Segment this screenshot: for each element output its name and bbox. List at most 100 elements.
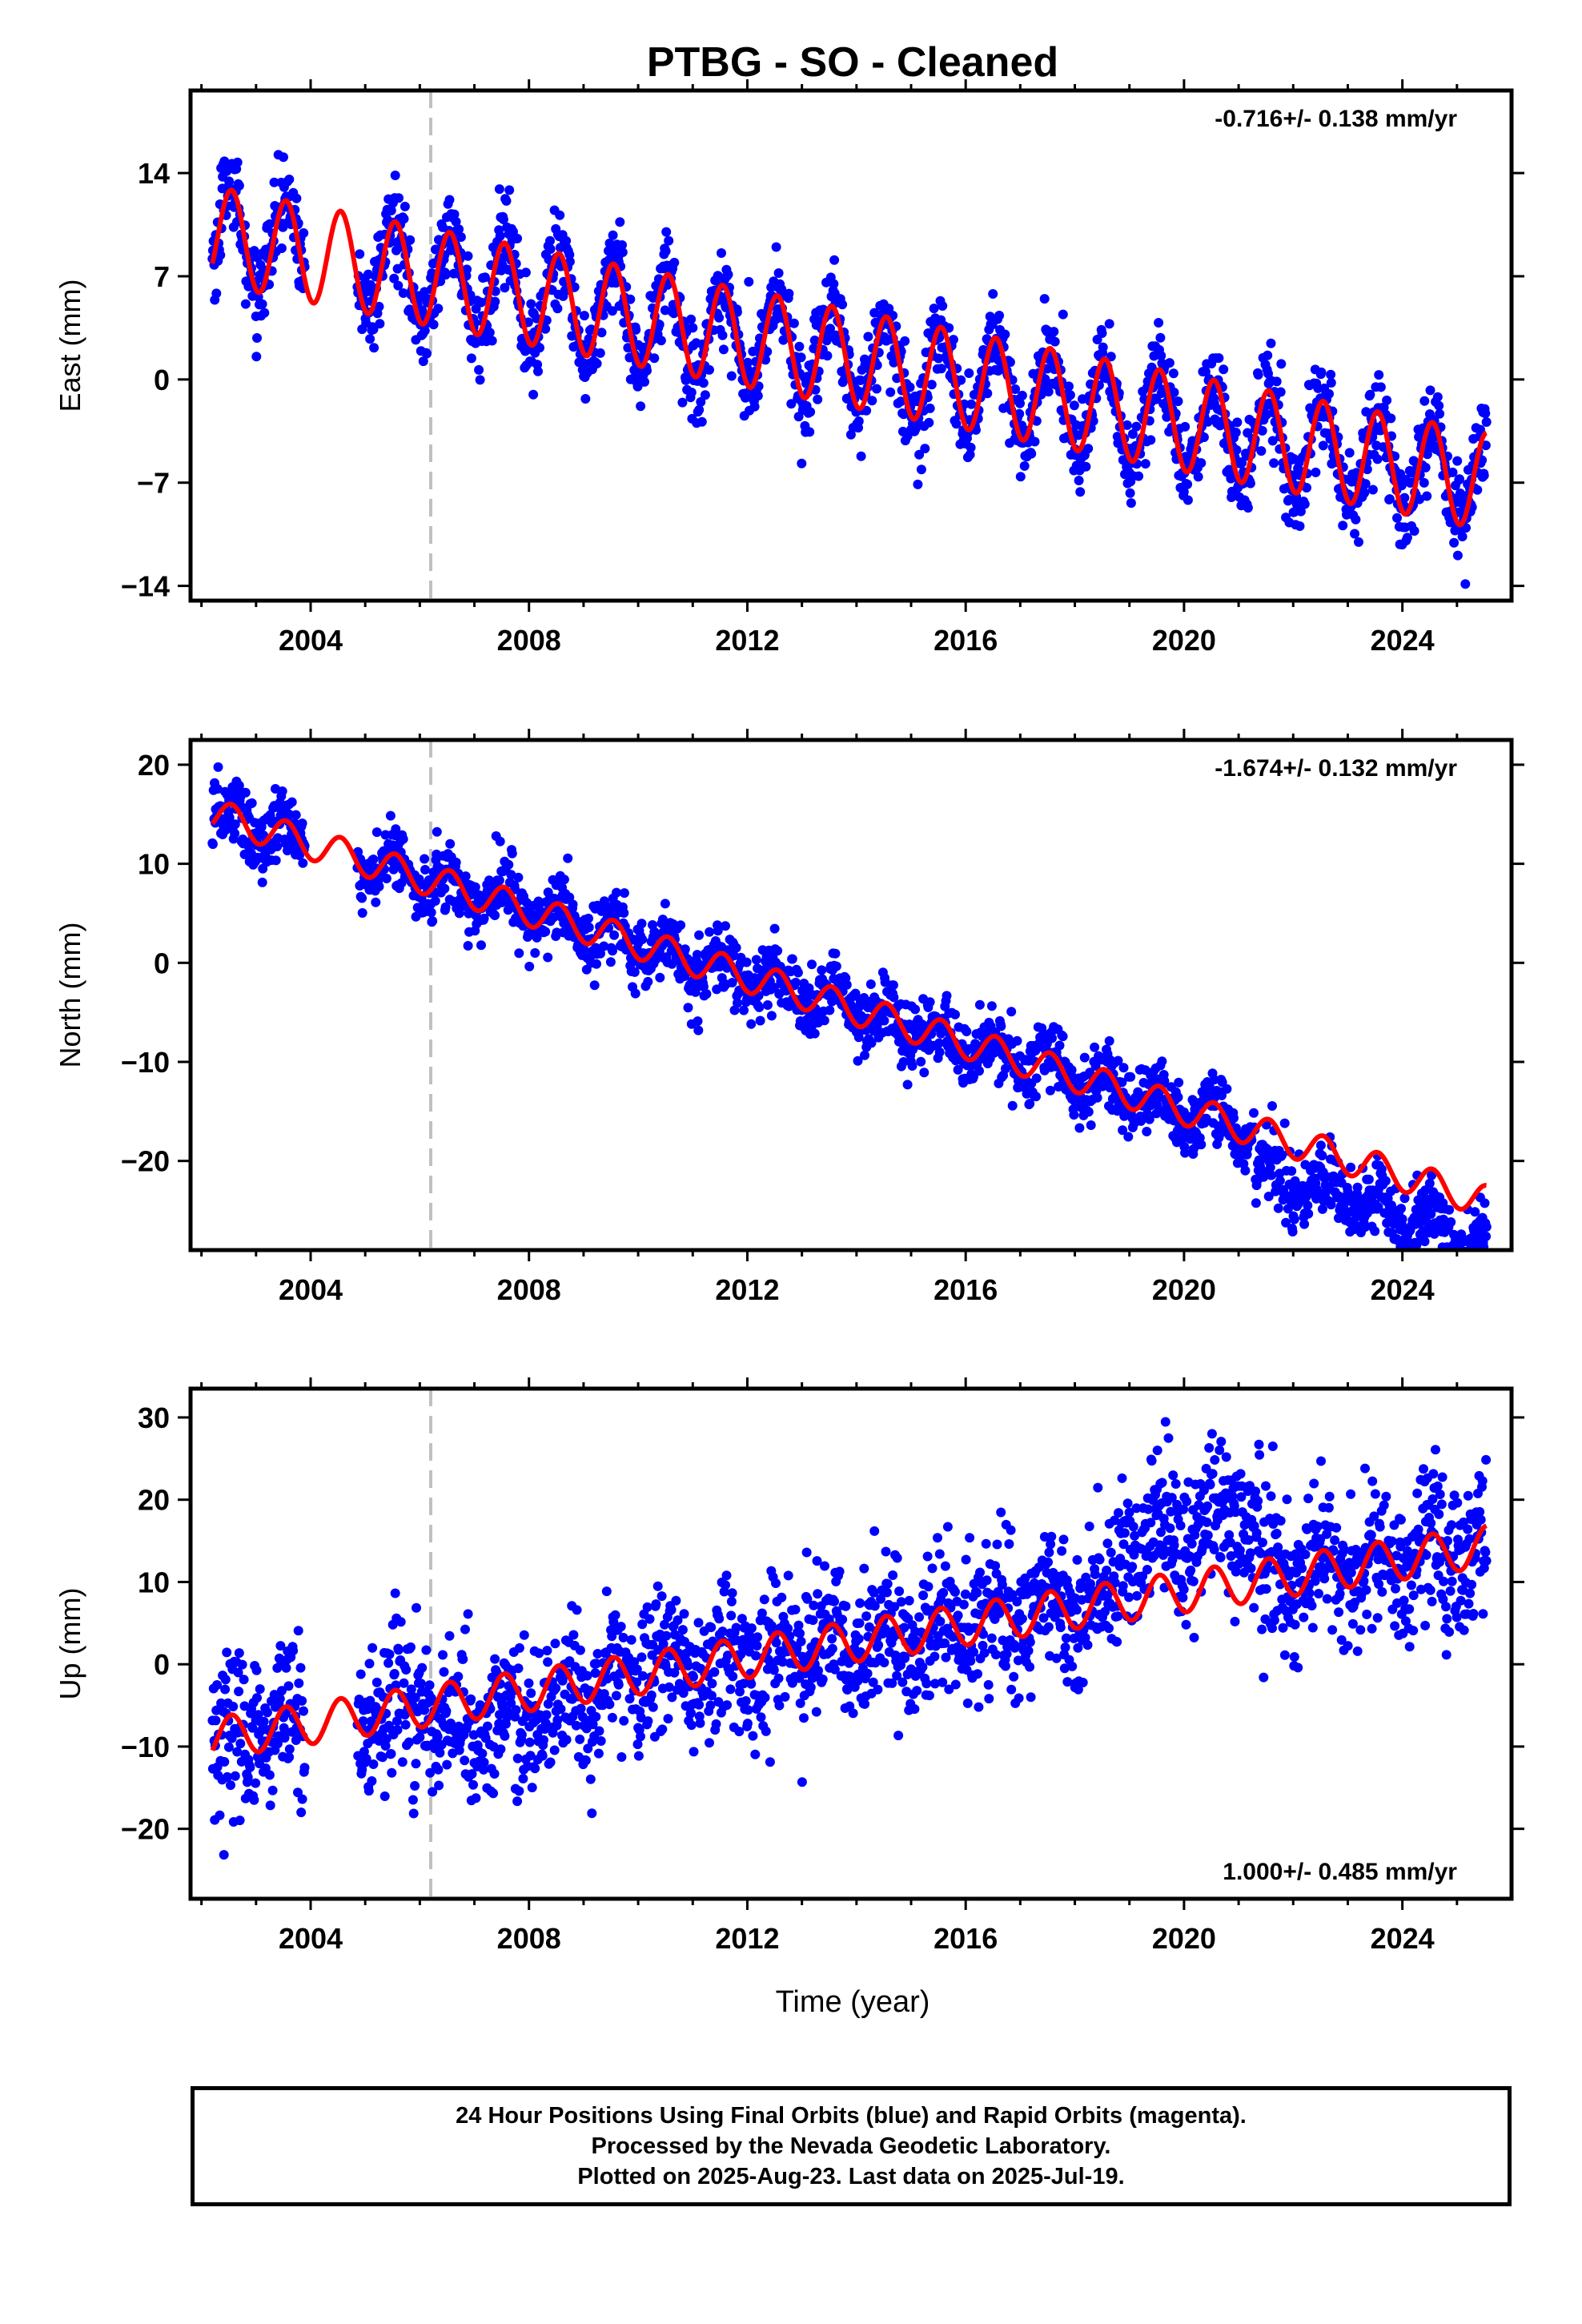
data-point <box>1169 388 1179 397</box>
data-point <box>1267 436 1278 446</box>
data-point <box>571 1720 581 1731</box>
data-point <box>494 184 504 195</box>
data-point <box>294 1678 304 1688</box>
data-point <box>1281 1217 1291 1228</box>
data-point <box>1074 476 1084 485</box>
data-point <box>1045 1085 1055 1096</box>
data-point <box>753 391 763 401</box>
data-point <box>1481 1231 1492 1241</box>
data-point <box>642 365 652 376</box>
data-point <box>454 908 464 919</box>
data-point <box>420 854 430 864</box>
data-point <box>1265 1162 1275 1172</box>
data-point <box>1302 483 1311 493</box>
data-point <box>467 1769 477 1779</box>
data-point <box>994 311 1005 320</box>
data-point <box>440 883 450 894</box>
data-point <box>982 388 993 399</box>
data-point <box>717 248 726 258</box>
data-point <box>296 1807 307 1818</box>
data-point <box>1098 342 1108 352</box>
data-point <box>1444 1204 1455 1215</box>
data-point <box>898 1057 909 1067</box>
data-point <box>701 989 712 999</box>
data-point <box>439 1667 449 1677</box>
data-point <box>297 818 307 829</box>
data-point <box>545 235 555 246</box>
data-point <box>428 1787 438 1797</box>
data-point <box>825 324 835 334</box>
data-point <box>267 1785 278 1795</box>
data-point <box>1042 364 1053 374</box>
data-point <box>519 1630 529 1640</box>
data-point <box>463 941 473 951</box>
data-point <box>516 1730 527 1740</box>
data-point <box>385 810 396 821</box>
x-tick-label: 2016 <box>934 1273 998 1306</box>
data-point <box>393 280 404 291</box>
data-point <box>556 1704 566 1715</box>
data-point <box>964 368 974 378</box>
data-point <box>1217 1077 1227 1088</box>
east-model-line <box>210 187 1488 528</box>
data-point <box>276 1686 287 1696</box>
data-point <box>362 1704 372 1715</box>
data-point <box>751 955 761 965</box>
data-point <box>1445 1265 1455 1275</box>
data-point <box>1240 1165 1251 1176</box>
data-point <box>543 1657 553 1667</box>
data-point <box>690 987 701 997</box>
data-point <box>399 214 409 224</box>
up-plot-area <box>207 1389 1492 1899</box>
data-point <box>1146 435 1156 445</box>
data-point <box>1222 1084 1232 1094</box>
data-point <box>769 923 780 934</box>
data-point <box>411 1759 421 1769</box>
data-point <box>418 356 428 367</box>
data-point <box>363 1786 374 1796</box>
north-rate-label: -1.674+/- 0.132 mm/yr <box>1215 755 1457 782</box>
data-point <box>219 1757 230 1767</box>
data-point <box>371 1677 382 1687</box>
data-point <box>568 1630 579 1640</box>
data-point <box>595 348 605 358</box>
data-point <box>404 1737 414 1747</box>
data-point <box>375 319 385 329</box>
data-point <box>762 1000 773 1010</box>
data-point <box>1006 1007 1017 1017</box>
data-point <box>249 1795 259 1805</box>
data-point <box>291 193 302 203</box>
data-point <box>1017 390 1027 400</box>
data-point <box>417 305 428 316</box>
data-point <box>677 397 688 408</box>
data-point <box>550 1638 560 1649</box>
data-point <box>1123 1132 1134 1142</box>
data-point <box>693 1025 704 1035</box>
data-point <box>234 180 244 191</box>
chart-title: PTBG - SO - Cleaned <box>647 39 1058 86</box>
data-point <box>460 1755 470 1766</box>
data-point <box>742 357 753 368</box>
data-point <box>381 874 391 883</box>
data-point <box>392 1725 403 1735</box>
x-tick-label: 2008 <box>497 624 561 657</box>
data-point <box>1263 1192 1274 1201</box>
data-point <box>1081 461 1091 472</box>
data-point <box>872 384 881 394</box>
data-point <box>1064 381 1074 392</box>
data-point <box>379 1791 390 1801</box>
north-plot-area <box>207 740 1492 1275</box>
data-point <box>298 858 308 868</box>
data-point <box>434 1780 444 1791</box>
data-point <box>1162 412 1172 422</box>
data-point <box>1058 1031 1068 1042</box>
data-point <box>435 1747 445 1758</box>
data-point <box>1352 1182 1363 1192</box>
data-point <box>985 312 995 322</box>
data-point <box>617 247 628 257</box>
data-point <box>1446 1217 1456 1227</box>
y-tick-label: 14 <box>138 157 170 190</box>
y-tick-label: 10 <box>138 848 170 881</box>
data-point <box>535 343 544 353</box>
data-point <box>463 251 473 261</box>
